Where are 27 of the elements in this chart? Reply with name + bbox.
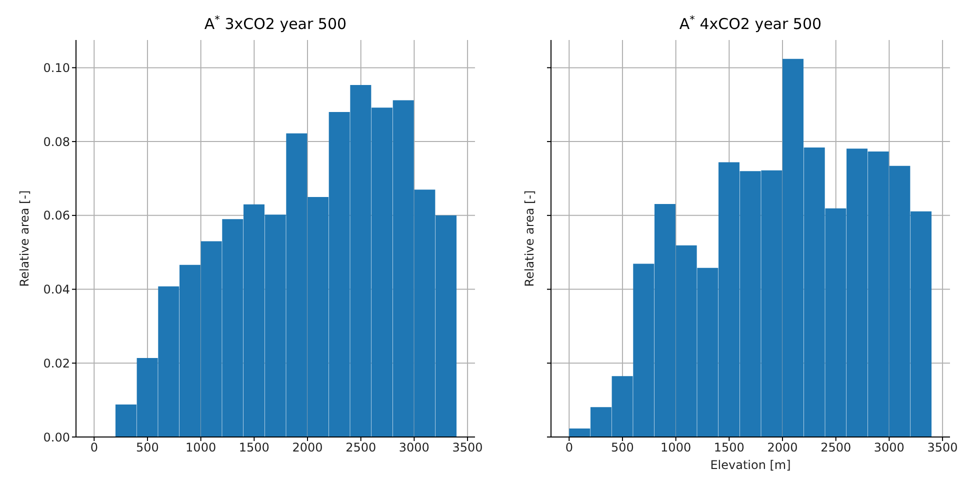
x-tick-label: 500: [611, 440, 634, 455]
y-tick-label: 0.06: [43, 208, 70, 223]
x-tick-label: 3500: [452, 440, 483, 455]
x-tick-label: 1500: [238, 440, 270, 455]
y-tick-label: 0.02: [43, 356, 70, 370]
y-tick-label: 0.10: [43, 60, 70, 75]
x-tick-label: 2500: [820, 440, 852, 455]
x-tick-label: 2000: [292, 440, 323, 455]
x-tick-label: 0: [565, 440, 573, 455]
x-tick-label: 500: [136, 440, 159, 455]
x-tick-label: 1000: [186, 440, 216, 455]
x-tick-label: 2000: [767, 440, 798, 455]
chart-title: A$^{*}$ 4xCO2 year 500: [679, 14, 822, 33]
x-tick-label: 3000: [398, 440, 430, 455]
x-tick-label: 0: [90, 440, 98, 455]
y-axis-title: Relative area [-]: [17, 190, 32, 287]
y-axis-title: Relative area [-]: [522, 190, 536, 287]
x-tick-label: 3500: [927, 440, 958, 455]
y-tick-label: 0.00: [43, 430, 70, 444]
y-tick-label: 0.04: [43, 282, 70, 297]
chart-title: A$^{*}$ 3xCO2 year 500: [204, 14, 347, 33]
x-axis-title: Elevation [m]: [709, 458, 792, 472]
x-tick-label: 1000: [660, 440, 692, 455]
x-tick-label: 2500: [346, 440, 376, 455]
y-tick-label: 0.08: [43, 134, 70, 149]
x-tick-label: 3000: [874, 440, 904, 455]
x-tick-label: 1500: [714, 440, 744, 455]
